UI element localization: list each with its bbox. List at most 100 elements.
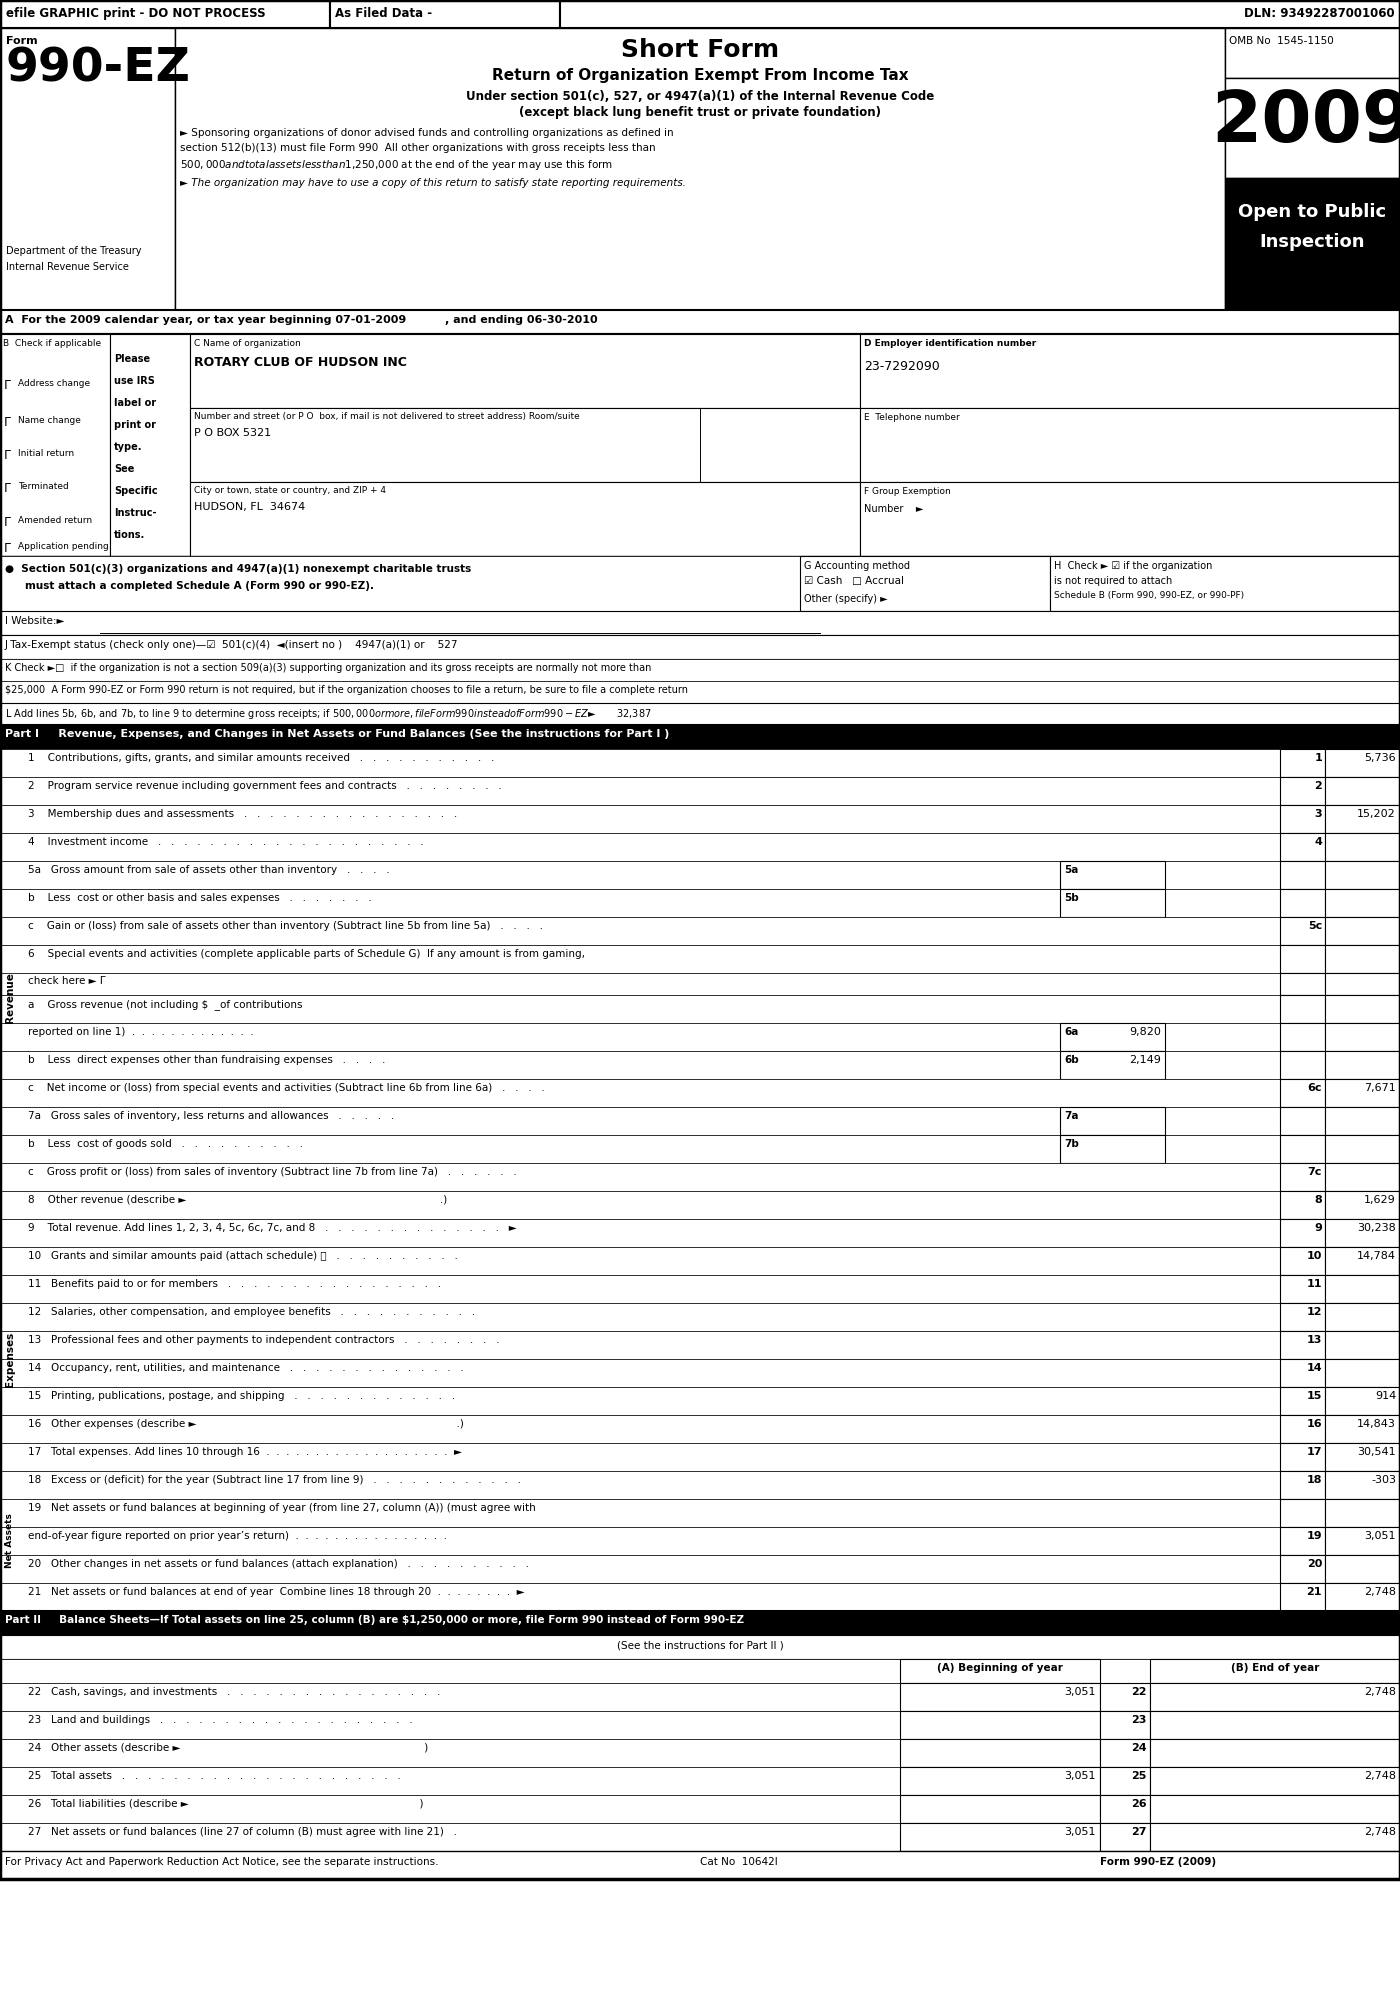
Text: check here ► Γ: check here ► Γ [28,976,105,986]
Text: Net Assets: Net Assets [6,1514,14,1568]
Bar [0,309,1400,333]
Text: 24   Other assets (describe ►                                                   : 24 Other assets (describe ► [28,1744,428,1754]
Bar [0,1636,1400,1660]
Text: 8: 8 [1315,1195,1322,1205]
Bar [0,1163,1400,1191]
Bar [1324,862,1400,890]
Text: 22: 22 [1131,1688,1147,1698]
Bar [0,1051,1400,1079]
Bar [0,28,1400,309]
Text: 19   Net assets or fund balances at beginning of year (from line 27, column (A)): 19 Net assets or fund balances at beginn… [28,1502,536,1512]
Bar [0,680,1400,702]
Bar [1324,1331,1400,1359]
Bar [0,0,1400,28]
Bar [0,1387,1400,1414]
Text: Number and street (or P O  box, if mail is not delivered to street address) Room: Number and street (or P O box, if mail i… [195,413,580,421]
Bar [1060,1107,1165,1135]
Bar [1280,1107,1324,1135]
Text: L Add lines 5b, 6b, and 7b, to line 9 to determine gross receipts; if $500,000 o: L Add lines 5b, 6b, and 7b, to line 9 to… [6,706,651,720]
Text: efile GRAPHIC print - DO NOT PROCESS: efile GRAPHIC print - DO NOT PROCESS [6,8,266,20]
Bar [900,1660,1100,1684]
Text: 13: 13 [1306,1335,1322,1345]
Bar [0,557,1400,610]
Text: 14,784: 14,784 [1357,1251,1396,1261]
Bar [0,1359,1400,1387]
Text: 22   Cash, savings, and investments   .   .   .   .   .   .   .   .   .   .   . : 22 Cash, savings, and investments . . . … [28,1688,441,1698]
Bar [860,483,1400,559]
Bar [1280,890,1324,918]
Text: Cat No  10642I: Cat No 10642I [700,1857,778,1867]
Bar [1280,776,1324,806]
Bar [1100,1684,1149,1712]
Text: 2,149: 2,149 [1130,1055,1161,1065]
Bar [0,658,1400,680]
Bar [1280,918,1324,946]
Bar [0,1191,1400,1219]
Bar [1324,996,1400,1023]
Text: $500,000 and total assets less than $1,250,000 at the end of the year may use th: $500,000 and total assets less than $1,2… [181,158,613,172]
Bar [1060,1135,1165,1163]
Text: 25: 25 [1131,1772,1147,1782]
Text: Amended return: Amended return [18,517,92,525]
Text: See: See [113,465,134,475]
Text: 1: 1 [1315,752,1322,762]
Text: Terminated: Terminated [18,483,69,491]
Text: Instruc-: Instruc- [113,509,157,519]
Text: C Name of organization: C Name of organization [195,339,301,347]
Text: Γ: Γ [4,517,11,529]
Text: 5c: 5c [1308,922,1322,932]
Bar [1280,1135,1324,1163]
Text: 2009: 2009 [1211,88,1400,158]
Bar [799,557,1050,610]
Bar [1280,1191,1324,1219]
Text: Schedule B (Form 990, 990-EZ, or 990-PF): Schedule B (Form 990, 990-EZ, or 990-PF) [1054,591,1245,600]
Text: 19: 19 [1306,1530,1322,1540]
Bar [0,1219,1400,1247]
Bar [1280,1247,1324,1275]
Bar [0,1331,1400,1359]
Bar [1324,1442,1400,1470]
Text: Name change: Name change [18,417,81,425]
Bar [1324,1526,1400,1554]
Bar [0,333,1400,557]
Bar [900,1796,1100,1823]
Bar [0,1582,1400,1612]
Text: 7,671: 7,671 [1364,1083,1396,1093]
Bar [1225,78,1400,178]
Text: Inspection: Inspection [1259,233,1365,251]
Text: 9,820: 9,820 [1130,1027,1161,1037]
Text: 14   Occupancy, rent, utilities, and maintenance   .   .   .   .   .   .   .   .: 14 Occupancy, rent, utilities, and maint… [28,1363,463,1373]
Text: 23-7292090: 23-7292090 [864,359,939,373]
Bar [1324,1582,1400,1612]
Bar [1324,918,1400,946]
Text: -303: -303 [1371,1474,1396,1484]
Text: 20: 20 [1306,1558,1322,1568]
Bar [1280,1442,1324,1470]
Bar [1324,1135,1400,1163]
Bar [1324,1470,1400,1498]
Bar [175,28,1225,309]
Text: 7a: 7a [1064,1111,1078,1121]
Text: 14,843: 14,843 [1357,1418,1396,1428]
Bar [0,1851,1400,1879]
Bar [1280,1359,1324,1387]
Bar [0,1526,1400,1554]
Text: section 512(b)(13) must file Form 990  All other organizations with gross receip: section 512(b)(13) must file Form 990 Al… [181,144,655,154]
Bar [1280,1023,1324,1051]
Text: c    Gain or (loss) from sale of assets other than inventory (Subtract line 5b f: c Gain or (loss) from sale of assets oth… [28,922,543,932]
Bar [1280,1526,1324,1554]
Text: 7c: 7c [1308,1167,1322,1177]
Text: Other (specify) ►: Other (specify) ► [804,595,888,604]
Text: Initial return: Initial return [18,449,74,459]
Text: 6    Special events and activities (complete applicable parts of Schedule G)  If: 6 Special events and activities (complet… [28,950,585,960]
Text: 5,736: 5,736 [1365,752,1396,762]
Text: 7a   Gross sales of inventory, less returns and allowances   .   .   .   .   .: 7a Gross sales of inventory, less return… [28,1111,395,1121]
Bar [900,1684,1100,1712]
Bar [900,1740,1100,1768]
Text: b    Less  cost or other basis and sales expenses   .   .   .   .   .   .   .: b Less cost or other basis and sales exp… [28,894,371,904]
Text: D Employer identification number: D Employer identification number [864,339,1036,347]
Bar [0,996,1400,1023]
Bar [190,409,860,483]
Text: 23: 23 [1131,1716,1147,1726]
Bar [560,0,1400,28]
